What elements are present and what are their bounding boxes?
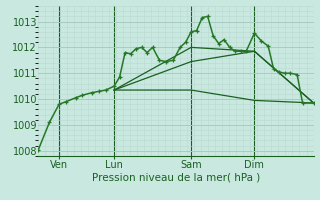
X-axis label: Pression niveau de la mer( hPa ): Pression niveau de la mer( hPa ) [92,173,260,183]
